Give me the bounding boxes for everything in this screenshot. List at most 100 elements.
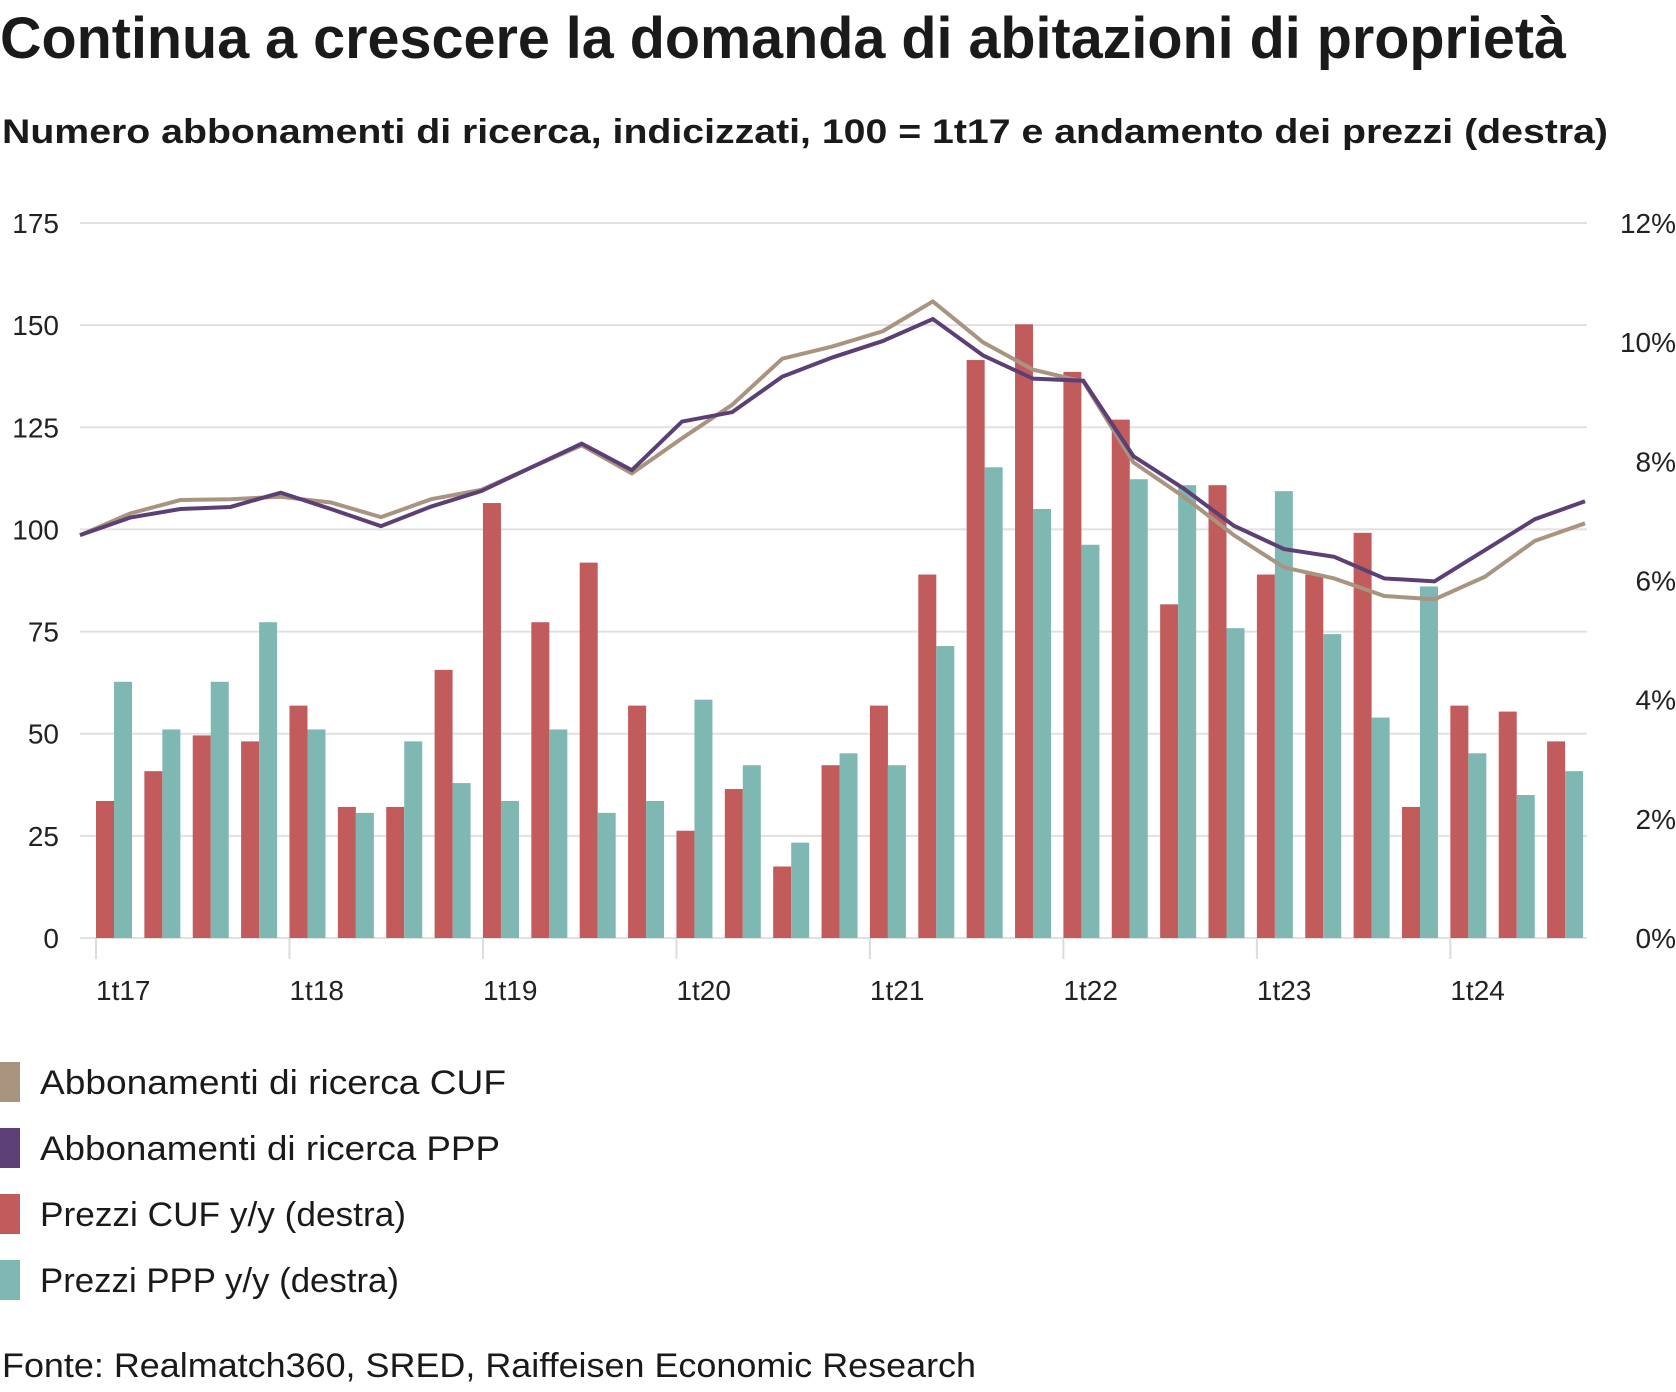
- bar-prezzi-cuf-y-y-destra-2t18: [337, 806, 356, 938]
- bar-prezzi-ppp-y-y-destra-4t21: [1033, 509, 1052, 938]
- bar-prezzi-ppp-y-y-destra-2t20: [742, 765, 761, 938]
- x-tick-label: 1t22: [1063, 975, 1118, 1006]
- bar-prezzi-cuf-y-y-destra-4t18: [434, 669, 453, 939]
- bar-prezzi-ppp-y-y-destra-1t17: [114, 681, 132, 938]
- bar-prezzi-ppp-y-y-destra-2t19: [549, 729, 568, 938]
- bar-prezzi-ppp-y-y-destra-3t17: [210, 681, 229, 938]
- y-right-tick-label: 2%: [1636, 804, 1676, 835]
- left-axis-labels: 0 25 50 75 100 125 150 175: [12, 208, 59, 954]
- y-left-tick-label: 125: [12, 412, 59, 443]
- bar-prezzi-ppp-y-y-destra-2t18: [355, 812, 374, 939]
- bar-prezzi-cuf-y-y-destra-1t21: [869, 705, 888, 939]
- bar-prezzi-ppp-y-y-destra-1t21: [887, 765, 906, 938]
- bar-prezzi-cuf-y-y-destra-1t24: [1450, 705, 1469, 939]
- bar-prezzi-ppp-y-y-destra-2t21: [936, 646, 955, 938]
- bar-prezzi-cuf-y-y-destra-3t24: [1547, 741, 1566, 939]
- legend-swatch-ppp-subscriptions: [0, 1128, 20, 1168]
- bar-prezzi-cuf-y-y-destra-2t17: [144, 771, 163, 938]
- y-right-tick-label: 12%: [1620, 208, 1676, 239]
- bar-prezzi-ppp-y-y-destra-1t18: [307, 729, 326, 938]
- bar-prezzi-ppp-y-y-destra-3t24: [1565, 771, 1584, 938]
- y-left-tick-label: 75: [28, 617, 59, 648]
- legend-swatch-ppp-prices: [0, 1260, 20, 1300]
- bar-prezzi-cuf-y-y-destra-1t20: [676, 830, 695, 938]
- y-right-tick-label: 8%: [1636, 446, 1676, 477]
- bar-prezzi-ppp-y-y-destra-1t19: [500, 800, 519, 938]
- bar-prezzi-ppp-y-y-destra-2t22: [1129, 479, 1148, 938]
- legend-label: Prezzi CUF y/y (destra): [40, 1196, 406, 1234]
- legend-item-cuf-prices[interactable]: Prezzi CUF y/y (destra): [0, 1194, 406, 1234]
- x-tick-label: 1t19: [483, 975, 537, 1006]
- y-right-tick-label: 6%: [1636, 566, 1676, 597]
- y-left-tick-label: 150: [12, 310, 59, 341]
- bar-prezzi-cuf-y-y-destra-4t22: [1208, 485, 1227, 938]
- bar-prezzi-ppp-y-y-destra-2t17: [162, 729, 181, 938]
- x-tick-label: 1t20: [676, 975, 731, 1006]
- x-axis-labels: 1t17 1t18 1t19 1t20 1t21 1t22 1t23 1t24: [96, 975, 1505, 1006]
- bar-prezzi-cuf-y-y-destra-2t19: [531, 622, 550, 938]
- x-tick-label: 1t17: [96, 975, 151, 1006]
- legend-label: Abbonamenti di ricerca CUF: [40, 1064, 506, 1102]
- bar-prezzi-ppp-y-y-destra-4t18: [452, 783, 471, 938]
- bar-prezzi-cuf-y-y-destra-2t21: [918, 574, 937, 938]
- x-tick-label: 1t18: [289, 975, 344, 1006]
- bar-series-prezzi-cuf-y-y-destra: [96, 324, 1566, 939]
- legend-item-ppp-subscriptions[interactable]: Abbonamenti di ricerca PPP: [0, 1128, 500, 1168]
- y-left-tick-label: 50: [28, 719, 59, 750]
- bar-prezzi-cuf-y-y-destra-4t19: [628, 705, 647, 939]
- bar-prezzi-ppp-y-y-destra-1t20: [694, 699, 713, 938]
- bar-prezzi-cuf-y-y-destra-4t23: [1401, 806, 1420, 938]
- bar-prezzi-ppp-y-y-destra-3t23: [1371, 717, 1390, 938]
- chart-title: Continua a crescere la domanda di abitaz…: [0, 6, 1567, 71]
- y-right-tick-label: 10%: [1620, 327, 1676, 358]
- bar-prezzi-ppp-y-y-destra-1t22: [1081, 544, 1100, 938]
- bar-prezzi-cuf-y-y-destra-3t19: [579, 562, 598, 939]
- bar-prezzi-cuf-y-y-destra-3t23: [1353, 532, 1372, 938]
- bar-prezzi-ppp-y-y-destra-1t23: [1274, 491, 1293, 939]
- bar-prezzi-cuf-y-y-destra-1t19: [482, 503, 501, 938]
- bar-prezzi-cuf-y-y-destra-3t18: [386, 806, 405, 938]
- bar-prezzi-ppp-y-y-destra-4t19: [646, 800, 665, 938]
- bar-prezzi-cuf-y-y-destra-3t17: [192, 735, 211, 938]
- bar-prezzi-cuf-y-y-destra-3t22: [1160, 604, 1179, 938]
- legend-swatch-cuf-subscriptions: [0, 1062, 20, 1102]
- bar-prezzi-cuf-y-y-destra-1t23: [1256, 574, 1275, 938]
- bar-prezzi-cuf-y-y-destra-2t22: [1111, 419, 1130, 939]
- bar-prezzi-cuf-y-y-destra-4t21: [1015, 324, 1034, 938]
- y-left-tick-label: 25: [28, 821, 59, 852]
- legend: Abbonamenti di ricerca CUF Abbonamenti d…: [0, 1062, 506, 1300]
- legend-label: Prezzi PPP y/y (destra): [40, 1262, 399, 1300]
- x-tick-label: 1t23: [1257, 975, 1312, 1006]
- bar-prezzi-cuf-y-y-destra-3t21: [966, 360, 985, 938]
- y-right-tick-label: 4%: [1636, 685, 1676, 716]
- bar-prezzi-cuf-y-y-destra-4t17: [241, 741, 260, 939]
- bar-prezzi-ppp-y-y-destra-3t22: [1178, 485, 1197, 938]
- legend-item-cuf-subscriptions[interactable]: Abbonamenti di ricerca CUF: [0, 1062, 506, 1102]
- bar-series: [96, 324, 1584, 939]
- bar-prezzi-cuf-y-y-destra-4t20: [821, 765, 840, 938]
- y-left-tick-label: 0: [43, 923, 59, 954]
- bar-prezzi-ppp-y-y-destra-4t17: [259, 622, 278, 938]
- bar-prezzi-ppp-y-y-destra-1t24: [1468, 753, 1487, 938]
- y-left-tick-label: 100: [12, 514, 59, 545]
- x-tick-label: 1t21: [870, 975, 925, 1006]
- source-note: Fonte: Realmatch360, SRED, Raiffeisen Ec…: [2, 1347, 976, 1385]
- bar-prezzi-cuf-y-y-destra-2t24: [1498, 711, 1517, 938]
- line-series: [79, 299, 1586, 602]
- y-left-tick-label: 175: [12, 208, 59, 239]
- bar-prezzi-cuf-y-y-destra-1t17: [96, 800, 114, 938]
- legend-swatch-cuf-prices: [0, 1194, 20, 1234]
- bar-prezzi-ppp-y-y-destra-4t23: [1419, 586, 1438, 938]
- bar-prezzi-ppp-y-y-destra-3t19: [597, 812, 616, 939]
- legend-label: Abbonamenti di ricerca PPP: [40, 1130, 500, 1168]
- bar-prezzi-ppp-y-y-destra-3t20: [791, 842, 810, 938]
- bar-prezzi-ppp-y-y-destra-4t22: [1226, 628, 1245, 938]
- bar-prezzi-cuf-y-y-destra-3t20: [773, 866, 792, 938]
- bar-prezzi-ppp-y-y-destra-3t21: [984, 467, 1003, 938]
- legend-item-ppp-prices[interactable]: Prezzi PPP y/y (destra): [0, 1260, 399, 1300]
- right-axis-labels: 0% 2% 4% 6% 8% 10% 12%: [1620, 208, 1676, 954]
- bar-prezzi-cuf-y-y-destra-2t20: [724, 789, 743, 938]
- y-right-tick-label: 0%: [1636, 923, 1676, 954]
